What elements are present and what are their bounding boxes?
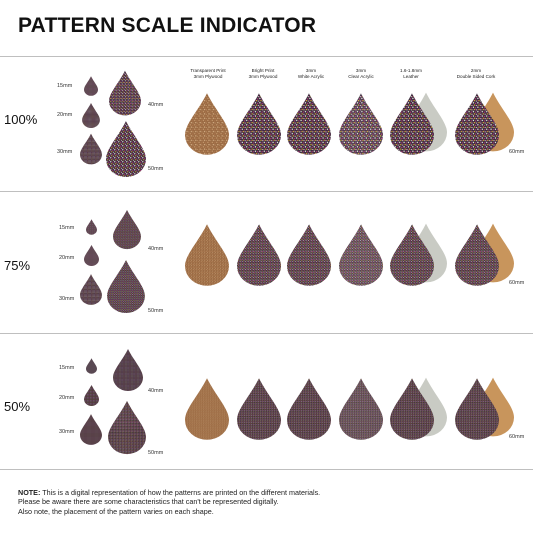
material-cork-icon xyxy=(455,224,499,286)
material-clear-acrylic-icon xyxy=(339,378,383,440)
material-transparent-plywood-icon xyxy=(185,378,229,440)
material-transparent-plywood-icon xyxy=(185,93,229,155)
teardrop-30mm-icon xyxy=(80,133,102,165)
disclaimer-note: NOTE: This is a digital representation o… xyxy=(18,488,518,516)
size-label-20mm: 20mm xyxy=(59,395,75,401)
header-cork: 2mm Double Sided Cork xyxy=(456,68,496,79)
teardrop-15mm-icon xyxy=(86,219,97,235)
size-label-30mm: 30mm xyxy=(59,296,75,302)
header-transparent-plywood: Transparent Print 3mm Plywood xyxy=(190,68,226,79)
size-label-60mm: 60mm xyxy=(509,149,525,155)
size-label-30mm: 30mm xyxy=(57,149,73,155)
scale-label-50: 50% xyxy=(4,399,31,414)
note-text-3: Also note, the placement of the pattern … xyxy=(18,506,214,516)
material-bright-plywood-icon xyxy=(237,224,281,286)
size-label-30mm: 30mm xyxy=(59,429,75,435)
material-white-acrylic-icon xyxy=(287,378,331,440)
divider-bottom xyxy=(0,469,533,470)
teardrop-40mm-icon xyxy=(113,349,143,391)
size-label-15mm: 15mm xyxy=(59,365,75,371)
size-label-40mm: 40mm xyxy=(148,388,164,394)
divider-1 xyxy=(0,191,533,192)
divider-top xyxy=(0,56,533,57)
material-cork-icon xyxy=(455,93,499,155)
material-bright-plywood-icon xyxy=(237,378,281,440)
material-cork-icon xyxy=(455,378,499,440)
teardrop-20mm-icon xyxy=(84,245,99,266)
teardrop-30mm-icon xyxy=(80,414,102,445)
teardrop-40mm-icon xyxy=(109,70,141,116)
header-white-acrylic: 3mm White Acrylic xyxy=(297,68,325,79)
size-label-50mm: 50mm xyxy=(148,308,164,314)
size-label-20mm: 20mm xyxy=(59,255,75,261)
header-leather: 1.6-1.8mm Leather xyxy=(400,68,422,79)
teardrop-20mm-icon xyxy=(84,385,99,406)
material-transparent-plywood-icon xyxy=(185,224,229,286)
note-label: NOTE: xyxy=(18,488,41,497)
teardrop-15mm-icon xyxy=(84,76,98,96)
material-bright-plywood-icon xyxy=(237,93,281,155)
size-label-15mm: 15mm xyxy=(59,225,75,231)
material-white-acrylic-icon xyxy=(287,93,331,155)
teardrop-40mm-icon xyxy=(113,209,141,250)
size-label-40mm: 40mm xyxy=(148,102,164,108)
note-line-1: NOTE: This is a digital representation o… xyxy=(18,488,518,497)
material-leather-icon xyxy=(390,224,434,286)
header-clear-acrylic: 3mm Clear Acrylic xyxy=(348,68,374,79)
scale-label-75: 75% xyxy=(4,258,31,273)
teardrop-15mm-icon xyxy=(86,358,97,374)
teardrop-50mm-icon xyxy=(106,121,146,177)
size-label-15mm: 15mm xyxy=(57,83,73,89)
size-label-60mm: 60mm xyxy=(509,434,525,440)
material-leather-icon xyxy=(390,93,434,155)
note-text-2: Please be aware there are some character… xyxy=(18,497,279,507)
header-bright-plywood: Bright Print 3mm Plywood xyxy=(248,68,278,79)
teardrop-50mm-icon xyxy=(107,260,145,313)
material-white-acrylic-icon xyxy=(287,224,331,286)
teardrop-30mm-icon xyxy=(80,274,102,305)
size-label-50mm: 50mm xyxy=(148,450,164,456)
divider-2 xyxy=(0,333,533,334)
size-label-60mm: 60mm xyxy=(509,280,525,286)
size-label-50mm: 50mm xyxy=(148,166,164,172)
note-text-1: This is a digital representation of how … xyxy=(40,488,321,497)
scale-label-100: 100% xyxy=(4,112,38,127)
material-clear-acrylic-icon xyxy=(339,224,383,286)
size-label-40mm: 40mm xyxy=(148,246,164,252)
material-clear-acrylic-icon xyxy=(339,93,383,155)
teardrop-50mm-icon xyxy=(108,400,146,455)
teardrop-20mm-icon xyxy=(82,103,100,128)
size-label-20mm: 20mm xyxy=(57,112,73,118)
page-title: PATTERN SCALE INDICATOR xyxy=(18,14,317,37)
material-leather-icon xyxy=(390,378,434,440)
